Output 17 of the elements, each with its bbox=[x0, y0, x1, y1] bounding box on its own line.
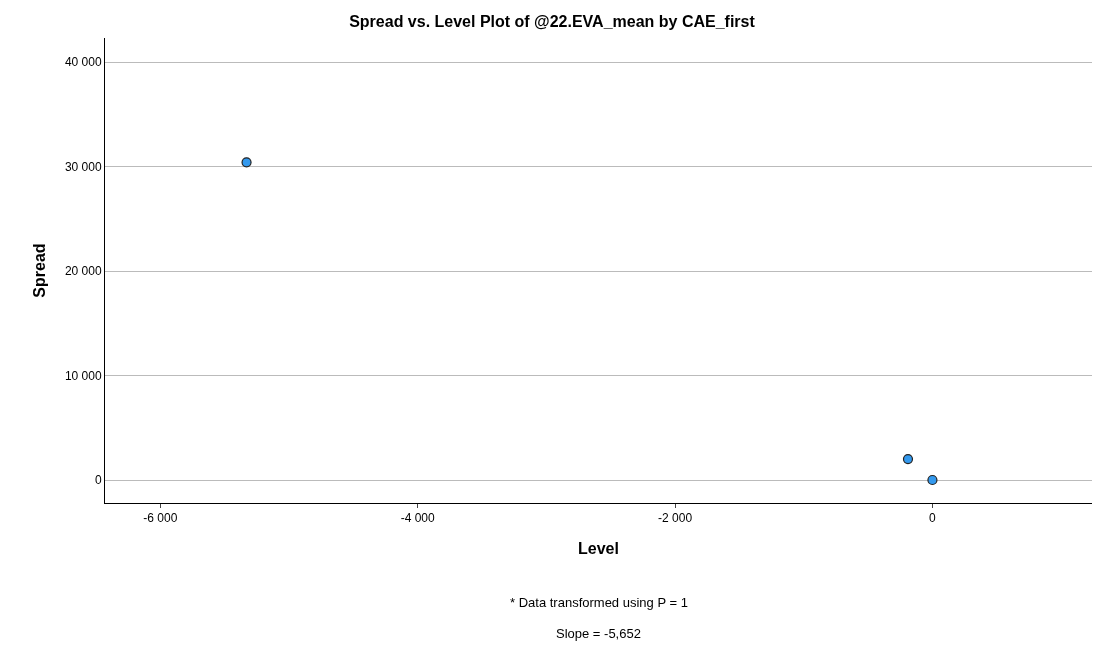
y-tick-label: 20 000 bbox=[64, 264, 102, 279]
x-tick-label: -6 000 bbox=[143, 511, 178, 526]
y-tick-label: 40 000 bbox=[64, 55, 102, 70]
text: * Data transformed using P = 1 bbox=[510, 595, 688, 610]
x-tick-label: 0 bbox=[929, 511, 937, 526]
y-tick-label: 0 bbox=[94, 473, 102, 488]
x-tick-label: -4 000 bbox=[400, 511, 436, 526]
point bbox=[241, 157, 252, 168]
point bbox=[927, 474, 938, 486]
point bbox=[902, 454, 914, 465]
y-tick-label: 30 000 bbox=[64, 159, 102, 174]
chart-title: Spread vs. Level Plot of @22.EVA_mean by CAE_first bbox=[349, 13, 756, 31]
y-tick-label: 10 000 bbox=[64, 368, 102, 383]
x-axis-title: Level bbox=[578, 540, 619, 558]
y-axis-title: Spread bbox=[30, 243, 48, 298]
text: Slope = -5,652 bbox=[556, 626, 641, 641]
x-tick-label: -2 000 bbox=[658, 511, 693, 526]
